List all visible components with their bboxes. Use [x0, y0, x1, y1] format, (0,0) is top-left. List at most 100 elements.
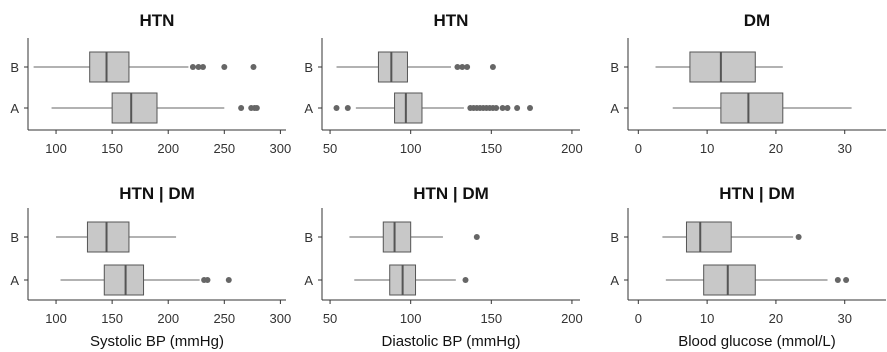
outlier-point [504, 105, 511, 111]
chart-panel-4: HTN | DM B A 100 150 200 250 300 Systolic BP (mm… [10, 184, 291, 350]
y-tick-label: A [304, 101, 313, 116]
boxplot-B [33, 51, 257, 83]
x-tick-label: 100 [400, 141, 422, 156]
boxplot-B [336, 51, 496, 83]
outlier-point [459, 64, 466, 70]
outlier-point [473, 234, 480, 240]
iqr-box [720, 92, 784, 124]
y-tick-label: B [304, 230, 313, 245]
y-tick-label: B [610, 60, 619, 75]
x-tick-label: 100 [400, 311, 422, 326]
chart-panel-5: HTN | DM B A 50 100 150 200 Diastolic BP (mmHg) [304, 184, 582, 350]
x-tick-label: 200 [157, 311, 179, 326]
x-tick-label: 30 [837, 311, 851, 326]
outlier-point [253, 105, 260, 111]
boxplot-A [333, 92, 534, 124]
x-axis-label: Diastolic BP (mmHg) [382, 333, 521, 350]
boxplot-B [662, 221, 802, 253]
boxplot-A [665, 264, 850, 296]
y-tick-label: A [10, 273, 19, 288]
x-tick-label: 0 [635, 311, 642, 326]
iqr-box [394, 92, 423, 124]
x-tick-label: 0 [635, 141, 642, 156]
boxplot-B [56, 221, 177, 253]
outlier-point [464, 64, 471, 70]
iqr-box [685, 221, 732, 253]
boxplot-A [51, 92, 260, 124]
iqr-box [689, 51, 756, 83]
iqr-box [703, 264, 756, 296]
boxplot-B [655, 51, 783, 83]
panel-title: HTN [434, 11, 469, 30]
boxplot-A [60, 264, 232, 296]
chart-panel-2: HTN B A 50 100 150 200 [304, 11, 582, 156]
iqr-box [377, 51, 408, 83]
y-tick-label: B [10, 60, 19, 75]
iqr-box [103, 264, 145, 296]
outlier-point [795, 234, 802, 240]
x-tick-label: 300 [270, 311, 292, 326]
outlier-point [189, 64, 196, 70]
x-tick-label: 100 [45, 311, 67, 326]
outlier-point [344, 105, 351, 111]
x-tick-label: 150 [101, 311, 123, 326]
x-tick-label: 300 [270, 141, 292, 156]
x-tick-label: 20 [769, 141, 783, 156]
iqr-box [111, 92, 158, 124]
outlier-point [527, 105, 534, 111]
outlier-point [221, 64, 228, 70]
panel-title: DM [744, 11, 770, 30]
outlier-point [462, 277, 469, 283]
x-tick-label: 100 [45, 141, 67, 156]
y-tick-label: A [610, 273, 619, 288]
y-tick-label: B [304, 60, 313, 75]
x-tick-label: 30 [837, 141, 851, 156]
outlier-point [195, 64, 202, 70]
outlier-point [250, 64, 257, 70]
panel-title: HTN | DM [719, 184, 795, 203]
iqr-box [382, 221, 412, 253]
boxplot-A [354, 264, 469, 296]
chart-panel-1: HTN B A 100 150 200 250 300 [10, 11, 291, 156]
outlier-point [489, 64, 496, 70]
panel-title: HTN [140, 11, 175, 30]
outlier-point [834, 277, 841, 283]
x-tick-label: 250 [213, 141, 235, 156]
x-tick-label: 10 [700, 141, 714, 156]
x-tick-label: 150 [480, 141, 502, 156]
iqr-box [86, 221, 130, 253]
outlier-point [454, 64, 461, 70]
x-tick-label: 50 [323, 311, 337, 326]
outlier-point [238, 105, 245, 111]
outlier-point [199, 64, 206, 70]
outlier-point [843, 277, 850, 283]
outlier-point [514, 105, 521, 111]
panel-title: HTN | DM [119, 184, 195, 203]
y-tick-label: A [10, 101, 19, 116]
outlier-point [333, 105, 340, 111]
y-tick-label: A [304, 273, 313, 288]
x-tick-label: 200 [157, 141, 179, 156]
y-tick-label: B [610, 230, 619, 245]
y-tick-label: B [10, 230, 19, 245]
x-tick-label: 10 [700, 311, 714, 326]
boxplot-A [672, 92, 852, 124]
chart-panel-3: DM B A 0 10 20 30 [610, 11, 886, 156]
iqr-box [89, 51, 130, 83]
x-axis-label: Systolic BP (mmHg) [90, 333, 224, 350]
outlier-point [225, 277, 232, 283]
x-tick-label: 20 [769, 311, 783, 326]
outlier-point [493, 105, 500, 111]
x-tick-label: 50 [323, 141, 337, 156]
x-tick-label: 200 [561, 311, 583, 326]
x-tick-label: 200 [561, 141, 583, 156]
outlier-point [499, 105, 506, 111]
x-tick-label: 150 [101, 141, 123, 156]
x-axis-label: Blood glucose (mmol/L) [678, 333, 836, 350]
x-tick-label: 250 [213, 311, 235, 326]
y-tick-label: A [610, 101, 619, 116]
x-tick-label: 150 [480, 311, 502, 326]
panel-title: HTN | DM [413, 184, 489, 203]
